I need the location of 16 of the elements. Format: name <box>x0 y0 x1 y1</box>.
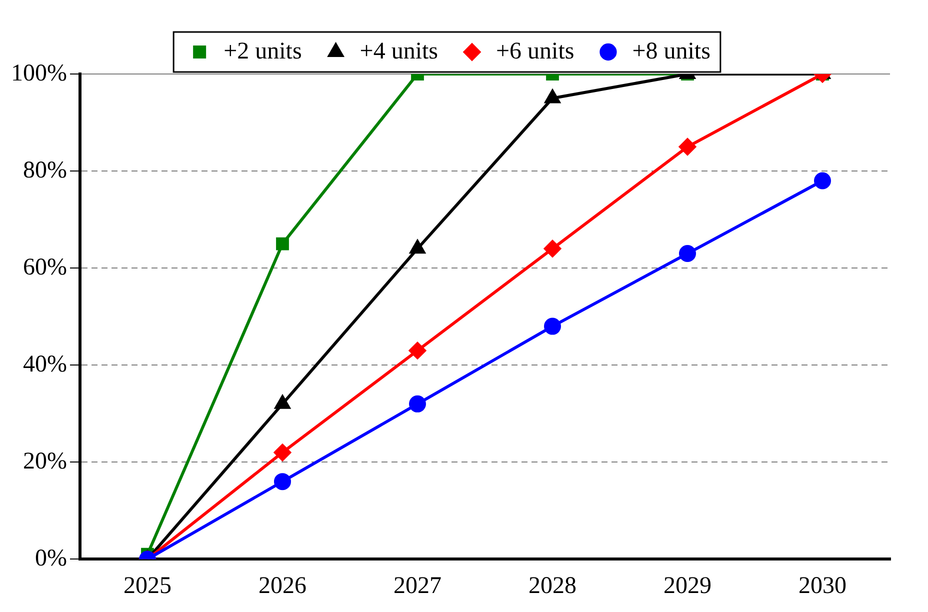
x-tick-label: 2025 <box>123 572 172 599</box>
x-tick-label: 2027 <box>393 572 442 599</box>
y-tick-label: 80% <box>22 157 67 184</box>
x-tick-label: 2029 <box>664 572 712 599</box>
y-tick-label: 40% <box>22 351 67 378</box>
legend-label: +8 units <box>632 38 710 64</box>
legend-label: +4 units <box>360 38 438 64</box>
x-tick-label: 2026 <box>258 572 306 599</box>
legend-label: +6 units <box>496 38 574 64</box>
y-tick-label: 100% <box>10 60 67 86</box>
x-tick-label: 2030 <box>798 572 846 599</box>
y-tick-label: 60% <box>22 254 67 280</box>
legend-label: +2 units <box>224 38 302 64</box>
y-tick-label: 0% <box>34 545 67 572</box>
x-tick-label: 2028 <box>528 572 576 599</box>
y-tick-label: 20% <box>22 448 67 474</box>
